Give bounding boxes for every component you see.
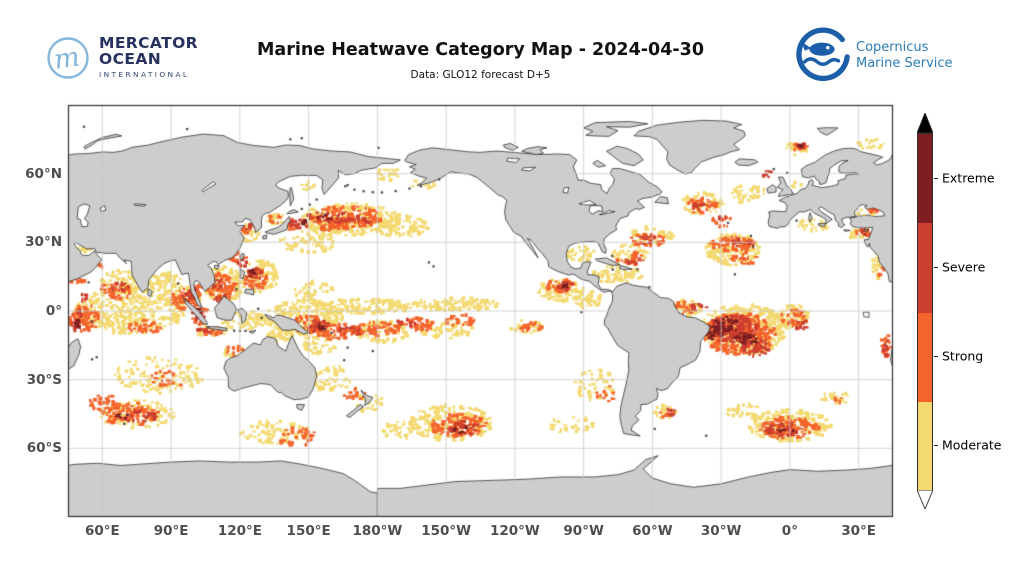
colorbar-tick [934, 266, 938, 268]
x-tick-label: 30°E [841, 523, 877, 539]
colorbar-segment-moderate [918, 401, 932, 491]
x-tick-label: 90°W [563, 523, 604, 539]
colorbar-tick [934, 445, 938, 447]
colorbar-under-arrow [917, 490, 933, 509]
x-tick-label: 60°W [632, 523, 673, 539]
x-tick-label: 0° [781, 523, 798, 539]
colorbar-segment-strong [918, 312, 932, 402]
x-tick-label: 120°W [489, 523, 540, 539]
x-tick-label: 30°W [700, 523, 742, 539]
y-tick-label: 60°S [26, 440, 62, 457]
colorbar-segment-extreme [918, 134, 932, 224]
y-tick-label: 60°N [25, 165, 62, 182]
x-tick-label: 120°E [217, 523, 262, 539]
x-tick-label: 150°E [286, 523, 331, 539]
colorbar-label-moderate: Moderate [942, 437, 1002, 453]
colorbar-over-arrow [917, 113, 933, 133]
y-tick-label: 30°S [26, 371, 62, 388]
y-tick-label: 0° [45, 303, 62, 319]
x-tick-label: 90°E [153, 523, 189, 539]
x-tick-label: 150°W [421, 523, 472, 539]
colorbar-tick [934, 177, 938, 179]
colorbar-label-extreme: Extreme [942, 170, 995, 186]
colorbar-bar [917, 133, 933, 491]
colorbar-label-strong: Strong [942, 348, 984, 364]
colorbar-segment-severe [918, 223, 932, 313]
x-tick-label: 180°W [352, 523, 403, 539]
colorbar-tick [934, 356, 938, 358]
colorbar-label-severe: Severe [942, 259, 986, 275]
y-tick-label: 30°N [25, 234, 62, 251]
x-tick-label: 60°E [84, 523, 120, 539]
